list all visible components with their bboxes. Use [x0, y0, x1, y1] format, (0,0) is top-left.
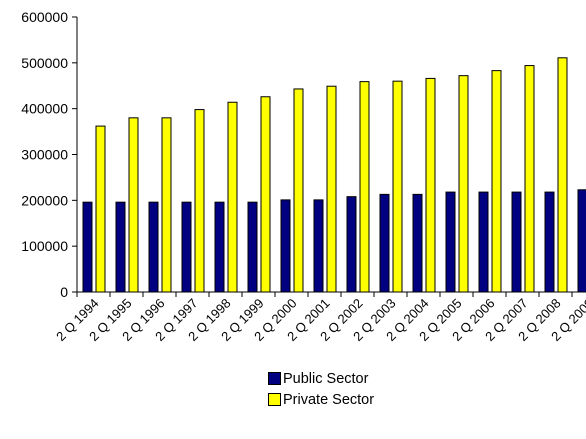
- bar-private-sector: [194, 109, 205, 293]
- y-tick-label: 400000: [21, 101, 68, 117]
- legend-swatch: [268, 372, 281, 385]
- bar-public-sector: [544, 191, 555, 293]
- bar-private-sector: [557, 57, 568, 293]
- bar-public-sector: [313, 199, 324, 293]
- bar-public-sector: [379, 193, 390, 293]
- y-tick-label: 300000: [21, 147, 68, 163]
- legend: Public Sector Private Sector: [268, 368, 374, 410]
- bar-public-sector: [280, 199, 291, 293]
- bar-public-sector: [82, 201, 93, 293]
- bars: [82, 57, 586, 293]
- bar-public-sector: [346, 196, 357, 293]
- y-tick-label: 100000: [21, 238, 68, 254]
- bar-private-sector: [359, 81, 370, 293]
- bar-private-sector: [161, 117, 172, 293]
- bar-private-sector: [425, 77, 436, 293]
- bar-private-sector: [458, 75, 469, 293]
- bar-public-sector: [511, 191, 522, 293]
- bar-private-sector: [95, 125, 106, 293]
- bar-public-sector: [181, 201, 192, 293]
- y-tick-label: 500000: [21, 55, 68, 71]
- bar-public-sector: [148, 201, 159, 293]
- legend-item-private-sector: Private Sector: [268, 389, 374, 410]
- bar-public-sector: [445, 191, 456, 293]
- bar-public-sector: [115, 201, 126, 293]
- bar-private-sector: [227, 101, 238, 293]
- bar-private-sector: [326, 85, 337, 293]
- bar-public-sector: [577, 189, 586, 293]
- bar-public-sector: [247, 201, 258, 293]
- y-tick-label: 0: [60, 284, 68, 300]
- bar-private-sector: [392, 80, 403, 293]
- y-tick-label: 600000: [21, 9, 68, 25]
- bar-public-sector: [214, 201, 225, 293]
- legend-item-public-sector: Public Sector: [268, 368, 374, 389]
- bar-private-sector: [491, 70, 502, 293]
- legend-swatch: [268, 393, 281, 406]
- legend-label: Public Sector: [283, 370, 369, 387]
- bar-public-sector: [478, 191, 489, 293]
- bar-private-sector: [524, 65, 535, 293]
- legend-label: Private Sector: [283, 391, 375, 408]
- bar-private-sector: [128, 117, 139, 293]
- y-tick-label: 200000: [21, 192, 68, 208]
- bar-private-sector: [260, 96, 271, 293]
- bar-public-sector: [412, 193, 423, 293]
- bar-private-sector: [293, 88, 304, 293]
- y-axis: 0 100000 200000 300000 400000 500000 600000: [21, 9, 78, 300]
